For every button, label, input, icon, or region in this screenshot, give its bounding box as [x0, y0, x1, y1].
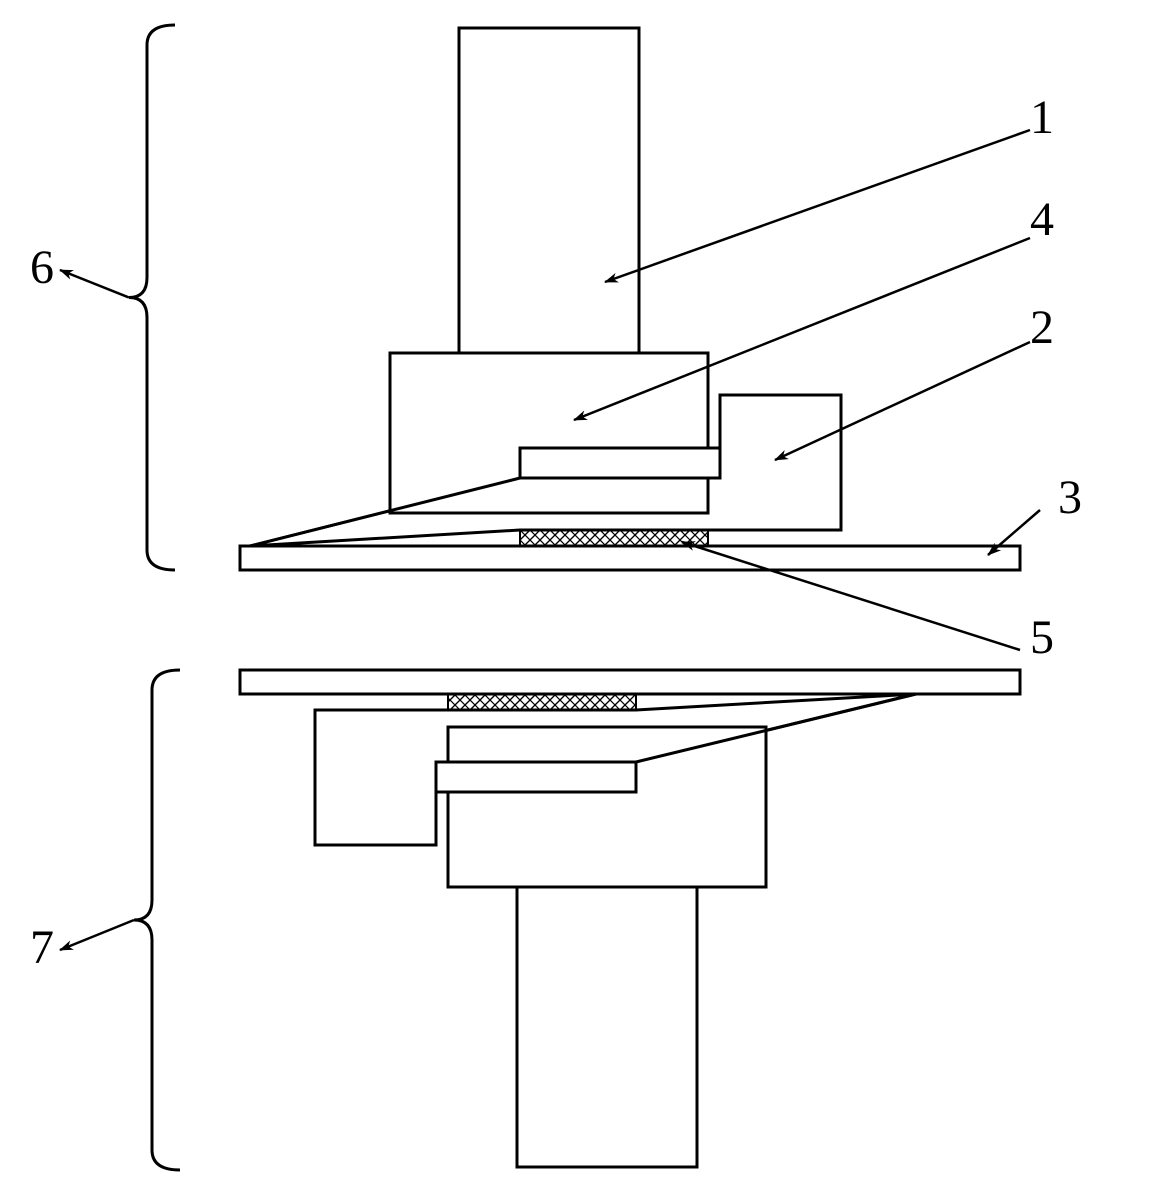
- lower-shaft: [517, 887, 697, 1167]
- callout-7-label: 7: [30, 920, 54, 975]
- callout-2-label: 2: [1030, 300, 1054, 355]
- lower-slot: [436, 762, 636, 792]
- callout-5-label: 5: [1030, 610, 1054, 665]
- brace: [129, 25, 175, 570]
- callout-1-label: 1: [1030, 90, 1054, 145]
- brace: [134, 670, 180, 1170]
- upper-block: [390, 353, 708, 513]
- lower-plate: [240, 670, 1020, 694]
- callout-3-label: 3: [1058, 470, 1082, 525]
- lower-block: [448, 727, 766, 887]
- upper-shaft: [459, 28, 639, 353]
- callout-4-label: 4: [1030, 192, 1054, 247]
- upper-plate: [240, 546, 1020, 570]
- upper-slot: [520, 448, 720, 478]
- callout-6-label: 6: [30, 240, 54, 295]
